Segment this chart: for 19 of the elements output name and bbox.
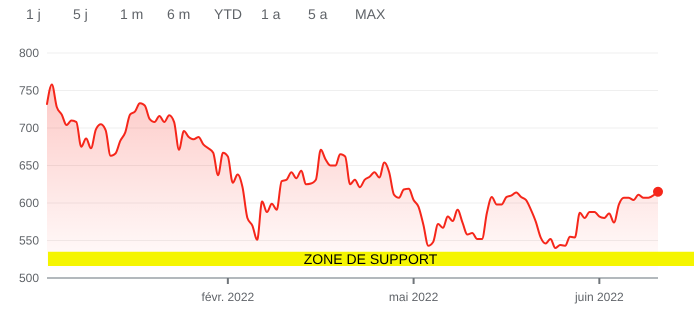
text: 5 j: [73, 6, 88, 22]
text: 6 m: [167, 6, 190, 22]
text: 1 m: [120, 6, 144, 22]
text: YTD: [214, 6, 242, 22]
text: 5 a: [308, 6, 328, 22]
band-label: ZONE DE SUPPORT: [304, 250, 438, 267]
text: MAX: [355, 6, 386, 22]
y-tick-label: 700: [18, 121, 40, 136]
y-tick-label: 750: [18, 84, 40, 98]
y-tick-label: 600: [18, 196, 40, 210]
y-tick-label: 550: [18, 234, 40, 248]
x-tick-label: mai 2022: [388, 290, 439, 304]
text: 1 j: [26, 6, 41, 22]
x-tick-label: juin 2022: [574, 290, 624, 304]
y-tick-label: 650: [18, 158, 40, 173]
y-tick-label: 500: [18, 271, 40, 286]
y-tick-label: 800: [18, 46, 40, 60]
x-tick-label: févr. 2022: [201, 290, 255, 304]
text: 1 a: [261, 6, 281, 22]
